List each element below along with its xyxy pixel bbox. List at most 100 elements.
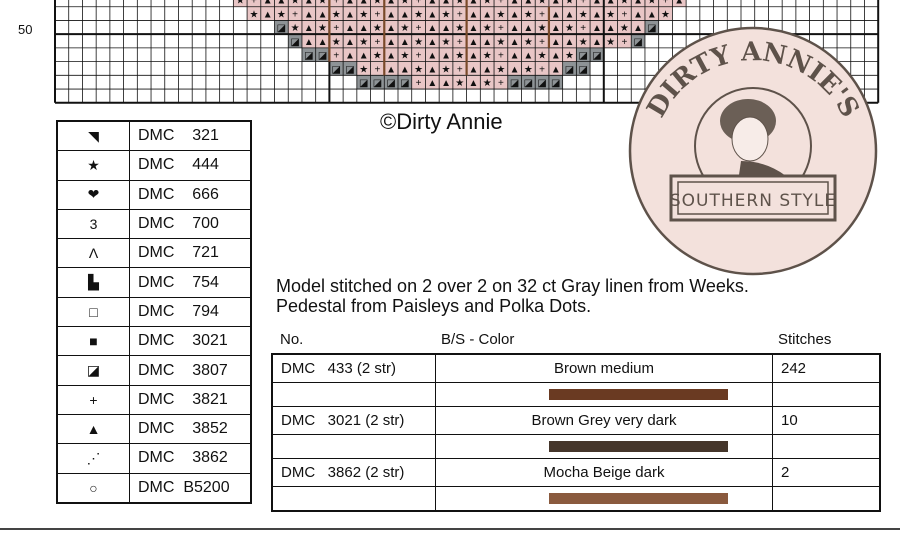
stitch-cell (398, 6, 412, 21)
stitch-cell (411, 0, 426, 7)
thread-number: DMC 3021 (2 str) (271, 406, 436, 435)
model-note-line: Model stitched on 2 over 2 on 32 ct Gray… (276, 276, 749, 296)
stitch-symbol: + (663, 0, 669, 7)
stitch-cell (494, 6, 508, 21)
plus-icon: + (56, 384, 130, 415)
step-icon: ▙ (56, 267, 130, 298)
stitch-cell (343, 0, 357, 7)
stitch-symbol: ★ (373, 23, 382, 34)
key-thread-code: DMC 3807 (129, 355, 252, 386)
stitch-symbol: ◪ (373, 78, 382, 89)
stitch-cell (384, 20, 398, 35)
stitch-cell (411, 20, 426, 35)
stitch-symbol: ▲ (606, 0, 616, 7)
stitch-cell (329, 47, 344, 62)
stitch-symbol: ▲ (482, 9, 492, 20)
stitch-cell (439, 20, 453, 35)
stitch-cell (343, 47, 357, 62)
stitch-cell (247, 6, 261, 21)
stitch-cell (411, 61, 426, 76)
stitch-cell (425, 0, 440, 7)
circle-icon: ○ (56, 472, 130, 504)
stitch-cell (411, 47, 426, 62)
stitch-symbol: ★ (400, 0, 409, 7)
stitch-symbol: ▲ (510, 0, 520, 7)
stitch-cell (466, 34, 481, 48)
stitch-symbol: ★ (455, 78, 464, 89)
stitch-symbol: ◪ (551, 78, 560, 89)
stitch-cell (521, 34, 536, 48)
key-row: ○ DMC B5200 (56, 472, 252, 504)
stitch-symbol: ★ (442, 64, 451, 75)
stitch-cell (466, 61, 481, 76)
stitch-symbol: ▲ (592, 9, 602, 20)
stitch-count: 2 (772, 458, 881, 487)
stitch-count: 242 (772, 353, 881, 383)
logo-bottom-text: SOUTHERN STYLE (670, 191, 836, 211)
stitch-symbol: ▲ (304, 9, 314, 20)
stitch-cell (356, 75, 371, 90)
stitch-symbol: ★ (496, 37, 505, 48)
stitch-symbol: ▲ (359, 0, 369, 7)
stitch-cell (329, 0, 344, 7)
stitch-symbol: ▲ (523, 0, 533, 7)
stitch-cell (452, 47, 467, 62)
stitch-symbol: ★ (400, 51, 409, 62)
stitch-symbol: ▲ (386, 23, 396, 34)
stitch-cell (315, 6, 330, 21)
stitch-symbol: + (292, 9, 298, 20)
stitch-symbol: ★ (442, 37, 451, 48)
stitch-cell (274, 0, 289, 7)
key-thread-code: DMC 3021 (129, 326, 252, 357)
stitch-cell (480, 34, 495, 48)
stitch-symbol: ◪ (578, 51, 587, 62)
stitch-symbol: ▲ (400, 64, 410, 75)
stitch-symbol: ▲ (469, 23, 479, 34)
key-row: ■ DMC 3021 (56, 326, 252, 357)
stitch-symbol: ★ (483, 51, 492, 62)
stitch-cell (603, 0, 618, 7)
stitch-cell (343, 34, 357, 48)
stitch-cell (439, 6, 453, 21)
stitch-cell (370, 75, 385, 90)
stitch-symbol: ★ (647, 0, 656, 7)
stitch-cell (617, 34, 632, 48)
stitch-symbol: ★ (359, 37, 368, 48)
stitch-symbol: ◪ (386, 78, 395, 89)
key-row: + DMC 3821 (56, 384, 252, 415)
key-row: 3 DMC 700 (56, 208, 252, 240)
stitch-cell (398, 75, 412, 90)
stitch-cell (576, 47, 591, 62)
stitch-symbol: ★ (496, 9, 505, 20)
stitch-cell (521, 20, 536, 35)
stitch-symbol: + (498, 23, 504, 34)
stitch-cell (301, 20, 316, 35)
stitch-cell (384, 34, 398, 48)
stitch-cell (548, 6, 563, 21)
stitch-cell (548, 61, 563, 76)
stitch-symbol: ▲ (469, 64, 479, 75)
key-row: ❤ DMC 666 (56, 179, 252, 210)
stitch-cell (507, 0, 522, 7)
stitch-cell (507, 75, 522, 90)
stitch-cell (535, 20, 549, 35)
stitch-cell (480, 20, 495, 35)
stitch-cell (548, 47, 563, 62)
stitch-cell (425, 75, 440, 90)
stitch-cell (356, 6, 371, 21)
copyright-text: ©Dirty Annie (380, 109, 503, 134)
stitch-symbol: + (251, 0, 257, 7)
stitch-symbol: + (580, 0, 586, 7)
stitch-symbol: ◪ (537, 78, 546, 89)
stitch-symbol: ▲ (441, 23, 451, 34)
stitch-cell (466, 47, 481, 62)
stitch-cell (301, 47, 316, 62)
stitch-symbol: ▲ (304, 37, 314, 48)
stitch-symbol: + (498, 78, 504, 89)
color-name: Brown Grey very dark (435, 406, 773, 435)
thread-number: DMC 3862 (2 str) (271, 458, 436, 487)
stitch-cell (562, 34, 577, 48)
stitch-cell (466, 0, 481, 7)
stitch-cell (480, 61, 495, 76)
key-row: ▙ DMC 754 (56, 267, 252, 298)
